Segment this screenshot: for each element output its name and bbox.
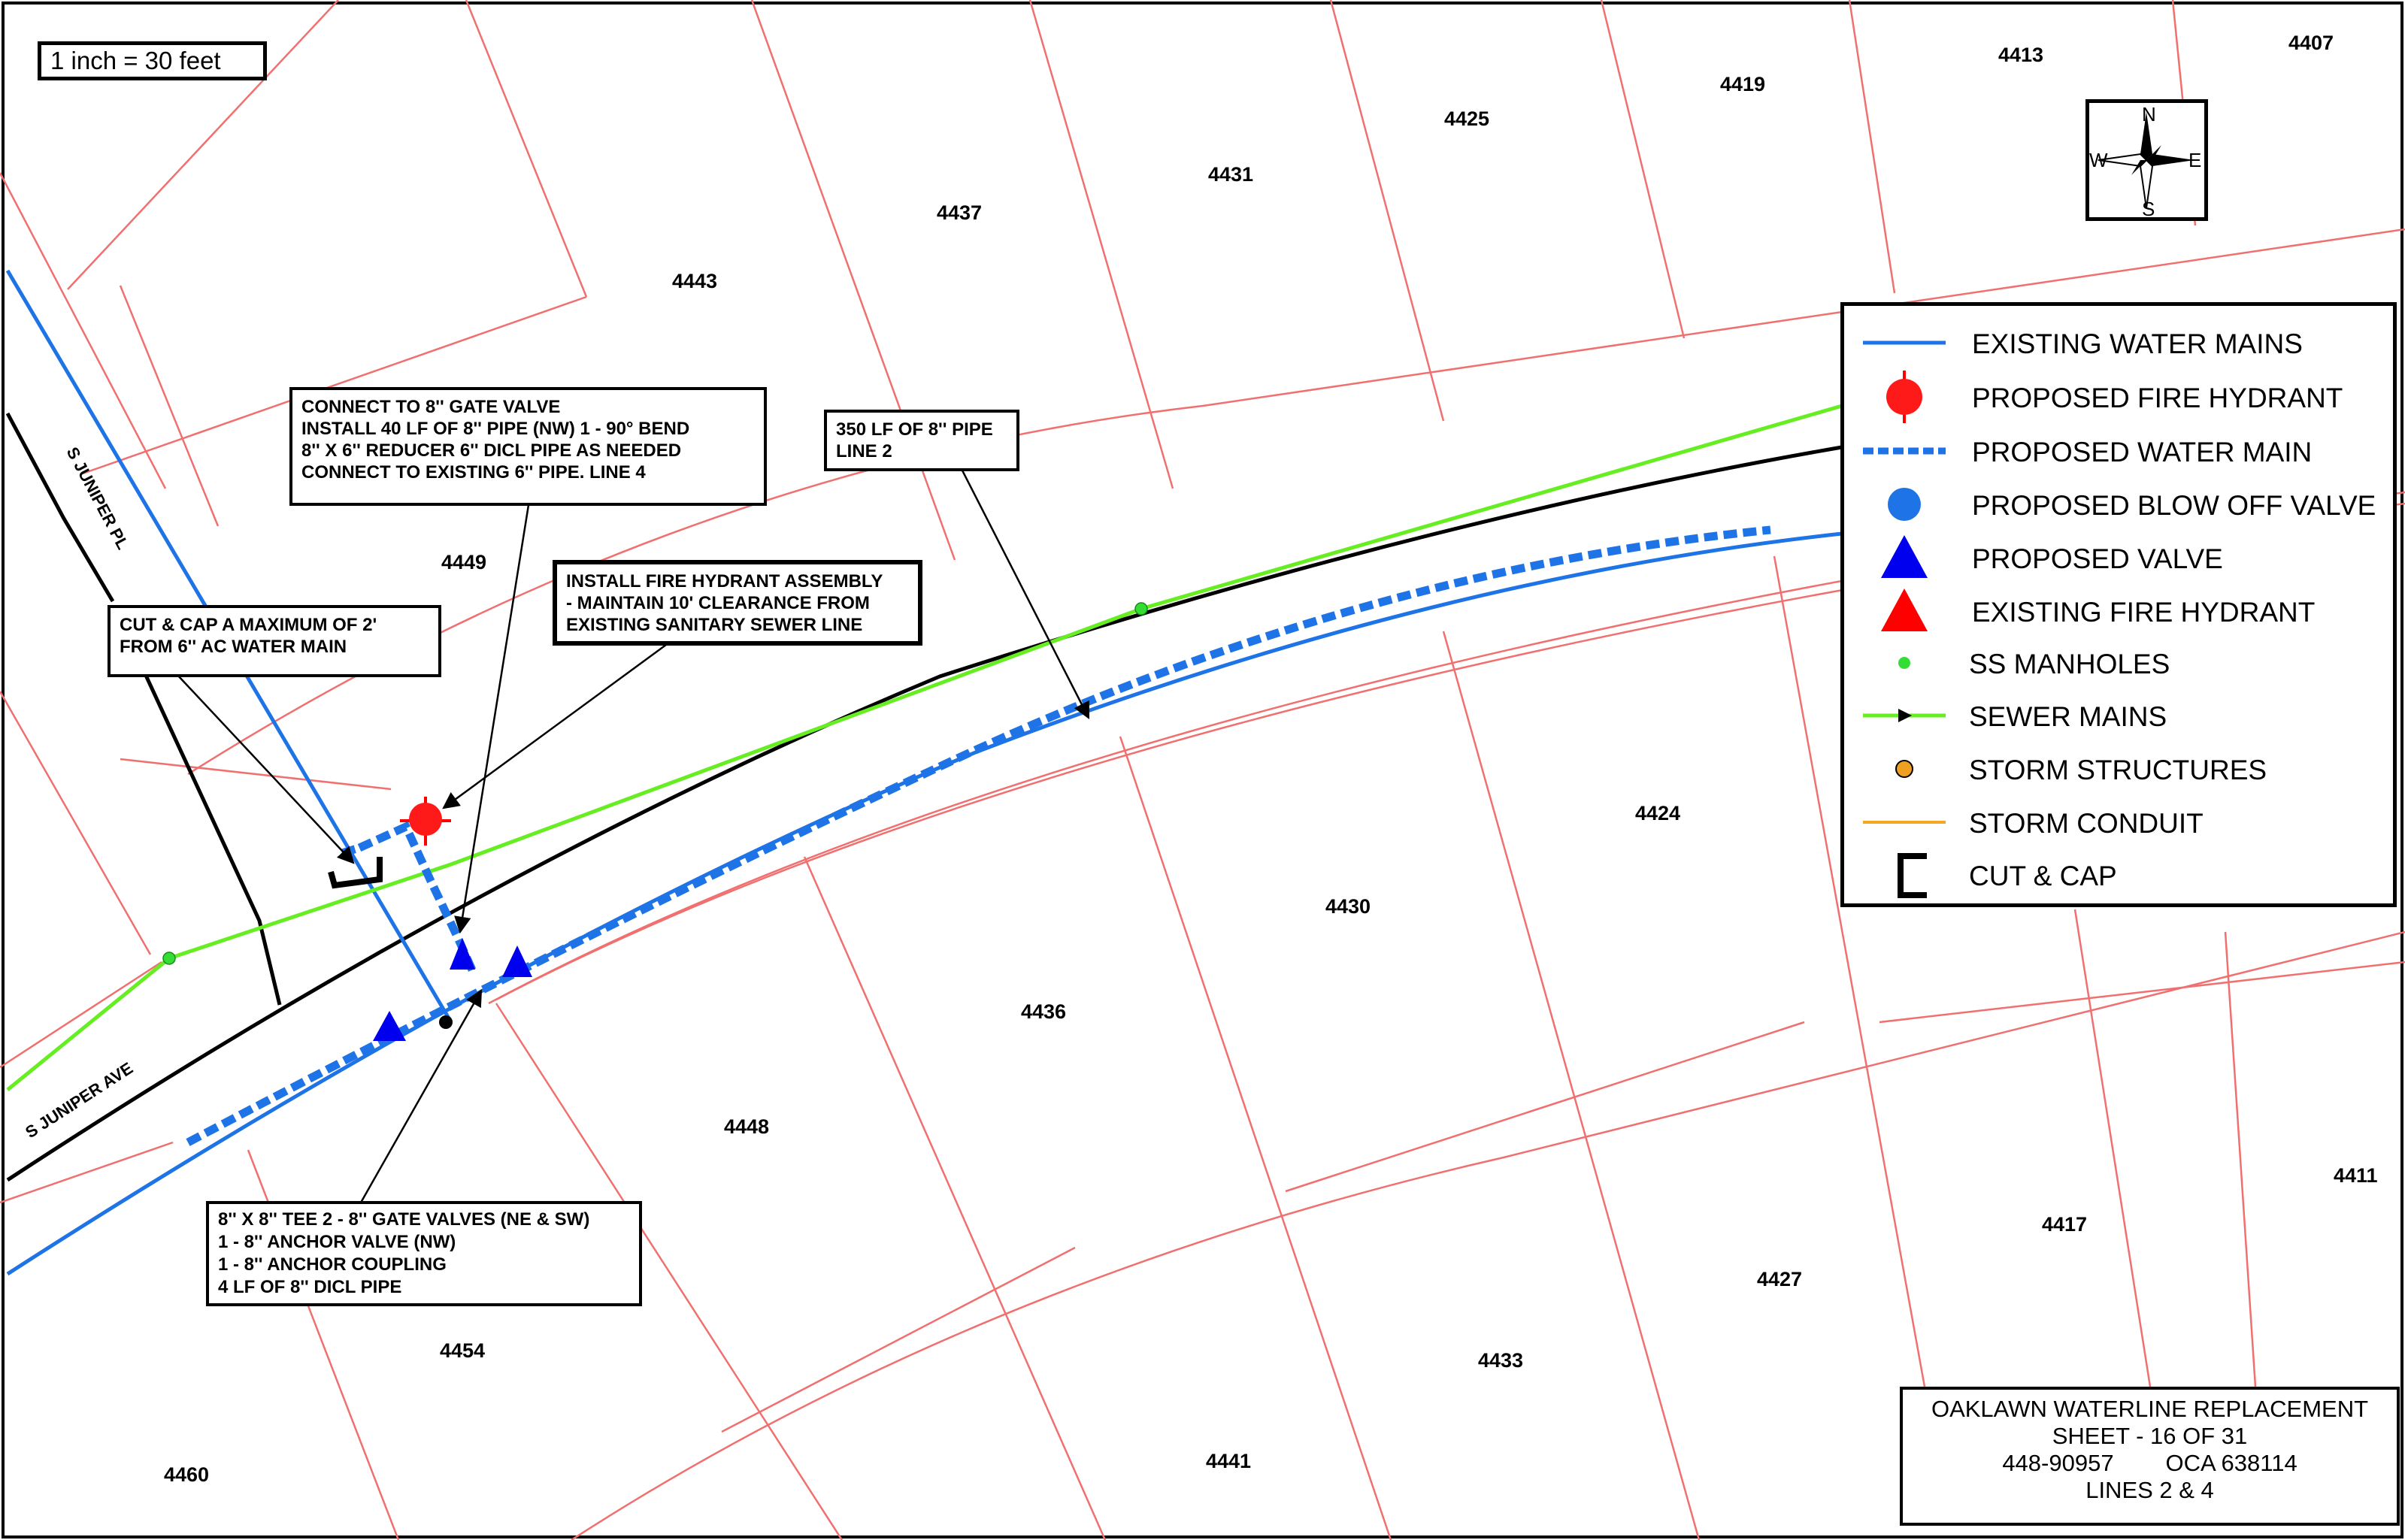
note-line: LINE 2 <box>836 441 892 461</box>
note-line: EXISTING SANITARY SEWER LINE <box>566 615 863 635</box>
note-line: - MAINTAIN 10' CLEARANCE FROM <box>566 593 870 613</box>
lot-number: 4441 <box>1206 1450 1251 1472</box>
legend-label: SEWER MAINS <box>1969 701 2167 732</box>
legend-label: STORM STRUCTURES <box>1969 755 2267 785</box>
fire-hydrant-icon <box>1886 371 1922 423</box>
lot-number: 4449 <box>441 551 486 573</box>
lot-number: 4407 <box>2288 32 2334 54</box>
sheet-number: SHEET - 16 OF 31 <box>2052 1423 2248 1449</box>
legend-label: EXISTING FIRE HYDRANT <box>1972 597 2316 628</box>
lot-number: 4424 <box>1635 802 1680 824</box>
lot-number: 4433 <box>1478 1349 1523 1372</box>
lot-number: 4448 <box>724 1115 769 1138</box>
legend-label: CUT & CAP <box>1969 861 2117 891</box>
compass-s-label: S <box>2142 198 2155 217</box>
ss-manhole-markers <box>162 602 1148 965</box>
note-line: CONNECT TO EXISTING 6'' PIPE. LINE 4 <box>301 462 646 483</box>
cut-cap-symbol <box>328 857 383 889</box>
existing-water-main-icon <box>1863 340 1946 345</box>
legend-label: SS MANHOLES <box>1969 649 2170 679</box>
road-centerlines <box>5 412 1843 1182</box>
lot-number: 4437 <box>937 201 982 224</box>
street-label-juniper-ave: S JUNIPER AVE <box>22 1058 136 1142</box>
lot-number: 4419 <box>1720 73 1765 95</box>
lot-number: 4454 <box>440 1339 485 1362</box>
note-cut-cap: CUT & CAP A MAXIMUM OF 2' FROM 6'' AC WA… <box>108 605 441 677</box>
title-block: OAKLAWN WATERLINE REPLACEMENT SHEET - 16… <box>1900 1387 2400 1526</box>
lot-number: 4417 <box>2042 1213 2087 1236</box>
legend: EXISTING WATER MAINS PROPOSED FIRE HYDRA… <box>1840 302 2397 907</box>
note-line: INSTALL 40 LF OF 8'' PIPE (NW) 1 - 90° B… <box>301 419 690 439</box>
legend-item-existing-water-mains: EXISTING WATER MAINS <box>1844 316 2393 369</box>
legend-item-sewer-mains: SEWER MAINS <box>1844 689 2393 742</box>
storm-structure-icon <box>1895 760 1913 778</box>
lot-number: 4436 <box>1021 1000 1066 1023</box>
legend-item-cut-cap: CUT & CAP <box>1844 849 2393 901</box>
lot-numbers: 4407 4413 4419 4425 4431 4437 4443 4449 … <box>164 32 2378 1486</box>
blow-off-valve-icon <box>1888 488 1921 521</box>
storm-conduit-icon <box>1863 821 1946 824</box>
proposed-water-main-icon <box>1863 447 1946 455</box>
legend-item-proposed-valve: PROPOSED VALVE <box>1844 531 2393 584</box>
legend-label: PROPOSED BLOW OFF VALVE <box>1972 490 2376 521</box>
legend-label: EXISTING WATER MAINS <box>1972 328 2303 359</box>
compass-w-label: W <box>2089 149 2108 171</box>
note-line: 8'' X 6'' REDUCER 6'' DICL PIPE AS NEEDE… <box>301 440 682 461</box>
note-350-lf-pipe: 350 LF OF 8'' PIPE LINE 2 <box>824 410 1019 471</box>
storm-structure-marker <box>439 1015 453 1029</box>
note-line: 4 LF OF 8'' DICL PIPE <box>218 1277 402 1297</box>
manhole-icon <box>1898 657 1910 669</box>
legend-item-existing-fire-hydrant: EXISTING FIRE HYDRANT <box>1844 585 2393 637</box>
legend-item-proposed-water-main: PROPOSED WATER MAIN <box>1844 425 2393 477</box>
lot-number: 4430 <box>1325 895 1371 918</box>
lot-number: 4443 <box>672 270 717 292</box>
proposed-valve-markers <box>373 938 532 1041</box>
cut-cap-icon <box>1898 853 1927 898</box>
legend-item-proposed-fire-hydrant: PROPOSED FIRE HYDRANT <box>1844 371 2393 423</box>
legend-label: PROPOSED VALVE <box>1972 543 2223 574</box>
legend-label: PROPOSED WATER MAIN <box>1972 437 2313 467</box>
note-fire-hydrant: INSTALL FIRE HYDRANT ASSEMBLY - MAINTAIN… <box>553 560 922 646</box>
leader-lines <box>177 467 1090 1203</box>
lot-number: 4427 <box>1757 1268 1802 1290</box>
compass-n-label: N <box>2142 103 2156 126</box>
project-codes: 448-90957 OCA 638114 <box>2002 1450 2297 1476</box>
note-line: 1 - 8'' ANCHOR VALVE (NW) <box>218 1232 456 1252</box>
compass-icon: N S E W <box>2089 103 2201 220</box>
legend-item-storm-structures: STORM STRUCTURES <box>1844 743 2393 795</box>
note-line: 1 - 8'' ANCHOR COUPLING <box>218 1254 447 1275</box>
legend-item-ss-manholes: SS MANHOLES <box>1844 637 2393 689</box>
lot-number: 4425 <box>1444 107 1489 130</box>
note-line: INSTALL FIRE HYDRANT ASSEMBLY <box>566 571 883 591</box>
legend-label: STORM CONDUIT <box>1969 808 2204 839</box>
note-line: FROM 6'' AC WATER MAIN <box>120 637 347 657</box>
lot-number: 4431 <box>1208 163 1253 186</box>
legend-label: PROPOSED FIRE HYDRANT <box>1972 383 2343 413</box>
project-title: OAKLAWN WATERLINE REPLACEMENT <box>1931 1396 2369 1422</box>
note-line: CONNECT TO 8'' GATE VALVE <box>301 397 561 417</box>
note-tee: 8'' X 8'' TEE 2 - 8'' GATE VALVES (NE & … <box>206 1201 642 1306</box>
sewer-main-icon <box>1863 709 1946 722</box>
lot-number: 4411 <box>2334 1164 2378 1187</box>
existing-fire-hydrant-icon <box>1881 588 1928 631</box>
lot-number: 4460 <box>164 1463 209 1486</box>
lot-number: 4413 <box>1998 44 2043 66</box>
north-arrow: N S E W <box>2085 99 2208 221</box>
legend-item-storm-conduit: STORM CONDUIT <box>1844 796 2393 849</box>
note-line: 8'' X 8'' TEE 2 - 8'' GATE VALVES (NE & … <box>218 1209 590 1230</box>
scale-label: 1 inch = 30 feet <box>38 41 267 80</box>
lines-label: LINES 2 & 4 <box>2085 1477 2214 1503</box>
legend-item-proposed-blow-off-valve: PROPOSED BLOW OFF VALVE <box>1844 478 2393 531</box>
compass-e-label: E <box>2188 149 2201 171</box>
note-connect-gate-valve: CONNECT TO 8'' GATE VALVE INSTALL 40 LF … <box>289 387 767 506</box>
proposed-valve-icon <box>1881 535 1928 578</box>
note-line: CUT & CAP A MAXIMUM OF 2' <box>120 615 377 635</box>
sewer-main-lines <box>6 404 1843 1091</box>
note-line: 350 LF OF 8'' PIPE <box>836 419 993 440</box>
proposed-fire-hydrant-marker <box>400 797 451 846</box>
